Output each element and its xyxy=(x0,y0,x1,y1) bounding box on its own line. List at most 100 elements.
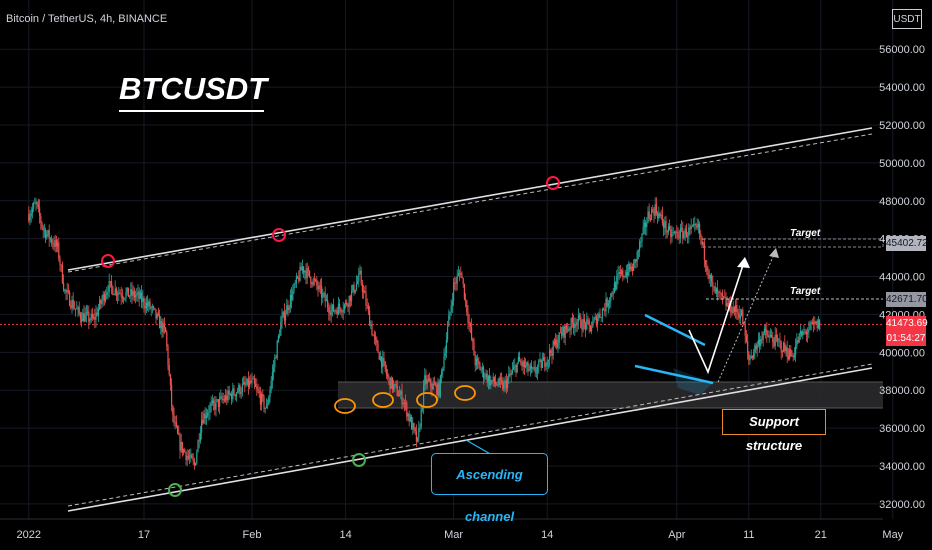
candle-down xyxy=(168,365,170,375)
candle-down xyxy=(127,287,129,297)
chart-title: BTCUSDT xyxy=(119,66,267,112)
candle-up xyxy=(533,367,535,369)
candle-down xyxy=(233,388,235,395)
candle-down xyxy=(300,266,302,271)
candle-down xyxy=(234,394,236,397)
candle-down xyxy=(413,423,415,428)
candle-up xyxy=(459,272,461,274)
candle-up xyxy=(424,375,426,386)
candle-down xyxy=(581,327,583,330)
candle-down xyxy=(681,227,683,229)
candle-up xyxy=(513,366,515,370)
candle-down xyxy=(622,270,624,277)
candle-up xyxy=(634,259,636,263)
candle-up xyxy=(539,359,541,361)
candle-up xyxy=(543,357,545,361)
candle-up xyxy=(265,405,267,408)
candle-down xyxy=(721,293,723,297)
candle-up xyxy=(555,339,557,345)
candle-down xyxy=(669,226,671,230)
price-tick-label: 40000.00 xyxy=(879,347,925,359)
candle-down xyxy=(797,340,799,343)
candle-down xyxy=(619,272,621,274)
candle-up xyxy=(276,340,278,359)
candle-down xyxy=(119,292,121,294)
candle-up xyxy=(249,380,251,388)
candle-up xyxy=(97,308,99,316)
candle-down xyxy=(349,295,351,301)
candle-up xyxy=(639,241,641,251)
candle-down xyxy=(378,352,380,360)
candle-up xyxy=(617,274,619,277)
candle-up xyxy=(760,339,762,347)
date-tick-label: 21 xyxy=(815,529,827,541)
candle-up xyxy=(301,266,303,271)
price-tick-label: 32000.00 xyxy=(879,499,925,511)
candle-down xyxy=(81,318,83,322)
candle-down xyxy=(309,270,311,277)
candle-up xyxy=(613,282,615,294)
candle-up xyxy=(541,360,543,369)
candle-up xyxy=(245,384,247,386)
candle-down xyxy=(717,288,719,292)
candle-down xyxy=(534,367,536,373)
candle-down xyxy=(96,312,98,316)
candle-up xyxy=(203,413,205,424)
candle-up xyxy=(208,412,210,414)
currency-button[interactable]: USDT xyxy=(892,9,922,29)
candle-up xyxy=(441,370,443,376)
candle-down xyxy=(91,314,93,319)
candle-down xyxy=(615,282,617,290)
candle-up xyxy=(102,293,104,300)
candle-up xyxy=(420,408,422,428)
candle-down xyxy=(589,325,591,332)
candle-up xyxy=(487,375,489,383)
candle-down xyxy=(328,307,330,313)
candle-up xyxy=(538,360,540,367)
candle-down xyxy=(192,458,194,462)
candle-down xyxy=(310,276,312,284)
candle-up xyxy=(151,306,153,308)
candle-up xyxy=(150,307,152,309)
candle-up xyxy=(186,455,188,460)
candle-up xyxy=(658,213,660,219)
target2-price-tag: 42671.70 xyxy=(886,292,928,307)
candle-down xyxy=(678,237,680,239)
candle-up xyxy=(54,240,56,247)
candle-up xyxy=(421,407,423,409)
candle-down xyxy=(53,244,55,247)
time-axis[interactable]: 202217Feb14Mar14Apr1121May16 xyxy=(17,529,932,541)
candle-up xyxy=(211,400,213,404)
candle-down xyxy=(477,358,479,361)
candle-down xyxy=(401,391,403,405)
candle-down xyxy=(144,306,146,309)
candle-up xyxy=(129,295,131,297)
candle-down xyxy=(611,293,613,295)
candle-up xyxy=(628,263,630,276)
candle-up xyxy=(337,303,339,315)
candle-up xyxy=(492,376,494,381)
candle-down xyxy=(45,230,47,239)
candle-down xyxy=(583,318,585,323)
candle-up xyxy=(610,293,612,301)
candle-up xyxy=(529,366,531,370)
candle-up xyxy=(769,335,771,336)
candle-up xyxy=(148,301,150,307)
price-tick-label: 56000.00 xyxy=(879,44,925,56)
candle-up xyxy=(195,463,197,466)
candle-up xyxy=(197,440,199,453)
candle-down xyxy=(580,316,582,328)
candle-up xyxy=(190,454,192,458)
support-touch-marker xyxy=(372,392,394,408)
candle-up xyxy=(106,292,108,296)
candle-down xyxy=(415,431,417,442)
candle-down xyxy=(256,386,258,389)
candle-down xyxy=(408,413,410,422)
candle-up xyxy=(343,304,345,311)
candle-up xyxy=(419,427,421,429)
candle-down xyxy=(169,374,171,385)
date-tick-label: 2022 xyxy=(17,529,41,541)
candle-down xyxy=(624,276,626,277)
candle-up xyxy=(418,428,420,438)
candle-down xyxy=(699,223,701,235)
